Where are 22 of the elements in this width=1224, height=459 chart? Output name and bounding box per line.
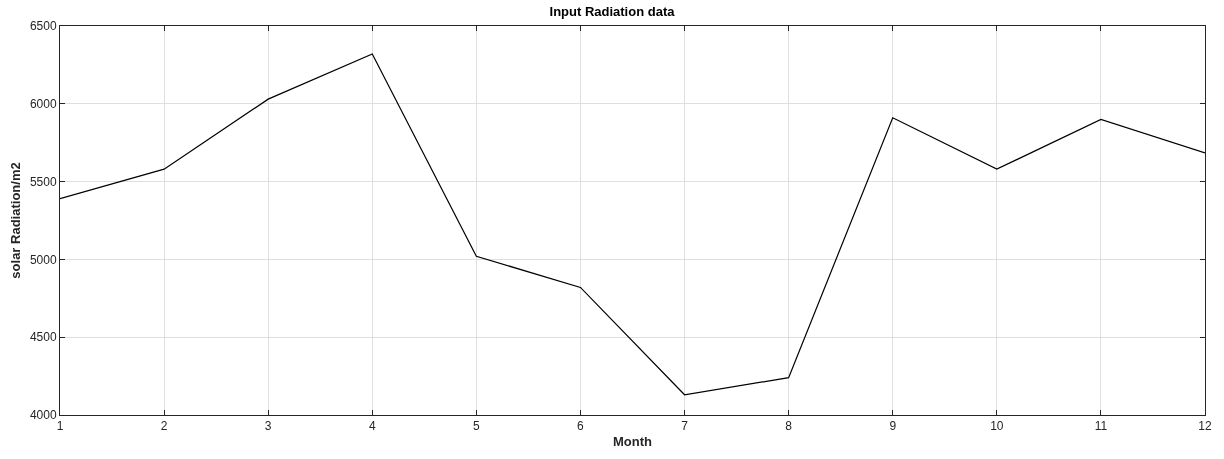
y-tick-label: 4500: [29, 330, 57, 345]
x-tick-label: 9: [889, 419, 897, 434]
x-tick-label: 1: [56, 419, 64, 434]
y-tick-label: 5000: [29, 252, 57, 267]
y-axis-title: solar Radiation/m2: [7, 162, 23, 279]
x-tick-label: 3: [264, 419, 272, 434]
x-tick-label: 7: [681, 419, 689, 434]
x-axis-title: Month: [613, 434, 653, 449]
y-tick-label: 4000: [29, 408, 57, 423]
x-tick-label: 12: [1198, 419, 1212, 434]
x-tick-label: 11: [1094, 419, 1108, 434]
x-tick-label: 10: [990, 419, 1004, 434]
chart-title: Input Radiation data: [549, 3, 676, 19]
y-tick-label: 5500: [29, 174, 57, 189]
x-tick-label: 8: [785, 419, 793, 434]
x-tick-label: 6: [577, 419, 585, 434]
x-tick-label: 2: [160, 419, 168, 434]
line-series: [60, 53, 1205, 396]
x-tick-label: 5: [473, 419, 481, 434]
x-tick-label: 4: [368, 419, 376, 434]
y-tick-label: 6000: [29, 97, 57, 111]
y-tick-label: 6500: [29, 19, 57, 34]
